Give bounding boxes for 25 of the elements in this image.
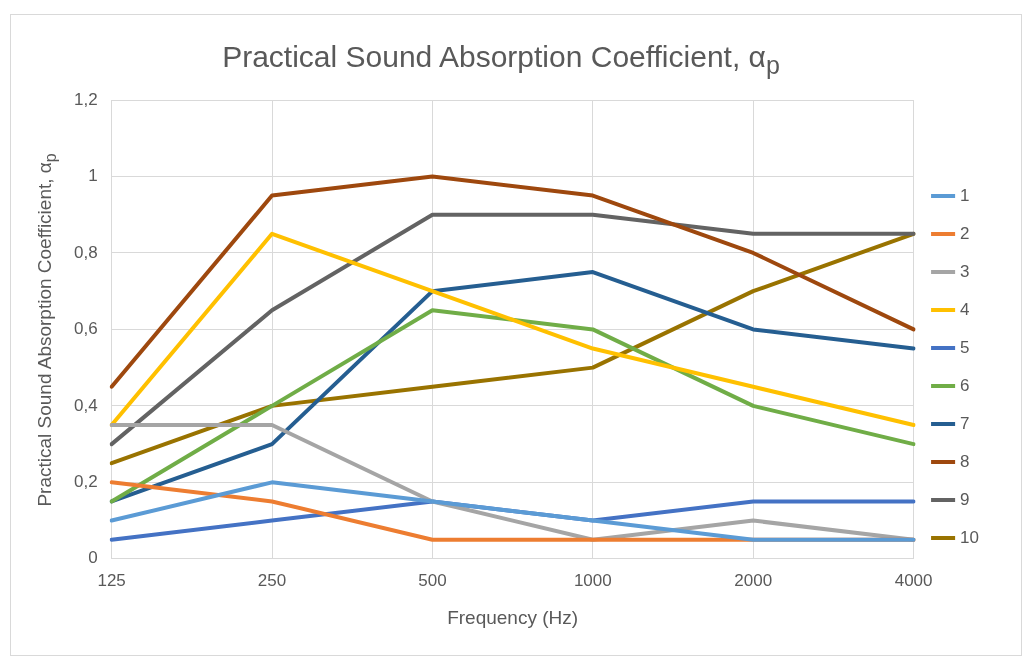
x-tick-label: 4000 — [894, 570, 933, 590]
legend-label: 8 — [960, 451, 970, 471]
y-tick-label: 1 — [88, 166, 98, 186]
x-tick-label: 500 — [418, 570, 447, 590]
y-tick-label: 0,6 — [73, 319, 98, 339]
legend-label: 1 — [960, 185, 970, 205]
x-tick-label: 1000 — [573, 570, 612, 590]
x-axis-title: Frequency (Hz) — [447, 606, 579, 628]
legend-label: 9 — [960, 489, 970, 509]
y-tick-label: 0,4 — [73, 395, 98, 415]
y-tick-label: 0 — [88, 548, 98, 568]
x-tick-label: 250 — [257, 570, 287, 590]
chart-title: Practical Sound Absorption Coefficient, α$_{p}$ — [221, 40, 781, 80]
x-tick-label: 125 — [97, 570, 126, 590]
legend-label: 5 — [960, 337, 970, 357]
legend-label: 10 — [960, 527, 980, 547]
legend-label: 3 — [960, 261, 970, 281]
legend-label: 6 — [960, 375, 970, 395]
y-tick-label: 1,2 — [73, 89, 98, 109]
y-tick-label: 0,2 — [73, 472, 98, 492]
legend-label: 4 — [960, 299, 970, 319]
y-tick-label: 0,8 — [73, 242, 98, 262]
legend-label: 2 — [960, 223, 970, 243]
legend-label: 7 — [960, 413, 970, 433]
x-tick-label: 2000 — [734, 570, 773, 590]
